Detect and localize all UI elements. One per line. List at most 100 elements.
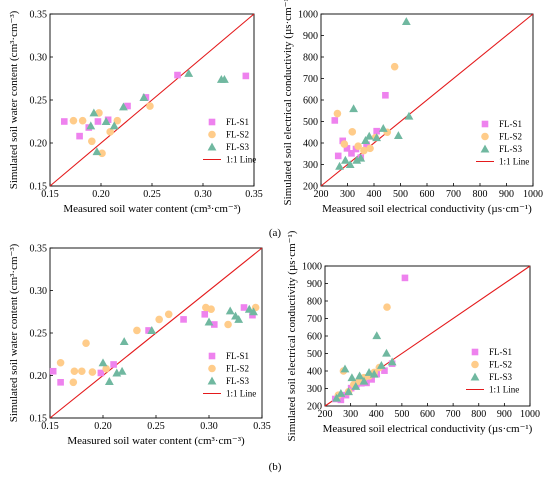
legend-label: 1:1 Line	[499, 157, 529, 167]
legend-marker-fl-s2	[481, 132, 489, 141]
data-point-fl-s3	[119, 102, 128, 111]
x-tick-label: 600	[420, 409, 435, 420]
data-point-fl-s1	[124, 102, 131, 110]
x-tick-label: 1000	[520, 409, 540, 420]
x-tick-label: 1000	[523, 189, 543, 200]
one-to-one-line	[49, 13, 255, 187]
x-tick-label: 0.15	[41, 421, 59, 432]
data-point-fl-s3	[249, 307, 258, 316]
data-point-fl-s2	[348, 128, 357, 136]
panel-label-b: (b)	[269, 461, 282, 473]
y-tick-label: 0.25	[30, 96, 48, 107]
data-point-fl-s1	[97, 369, 105, 377]
y-tick-label: 200	[303, 182, 318, 193]
data-point-fl-s2	[155, 315, 163, 324]
data-point-fl-s2	[78, 367, 86, 376]
data-point-fl-s3	[361, 136, 370, 144]
y-tick-label: 600	[307, 332, 322, 343]
y-tick-label: 700	[307, 314, 322, 325]
legend-label: FL-S2	[489, 360, 512, 370]
legend-label: FL-S3	[226, 142, 250, 152]
y-axis-label: Simulated soil water content (cm³·cm⁻³)	[8, 10, 20, 189]
x-tick-label: 300	[343, 409, 358, 420]
x-tick-label: 0.20	[94, 421, 112, 432]
data-point-fl-s3	[139, 93, 149, 101]
data-point-fl-s1	[381, 367, 388, 374]
data-point-fl-s2	[56, 358, 65, 367]
data-point-fl-s3	[359, 376, 369, 385]
data-point-fl-s3	[117, 366, 127, 375]
data-point-fl-s3	[332, 393, 341, 402]
data-point-fl-s1	[76, 132, 83, 140]
y-tick-label: 0.20	[30, 371, 48, 382]
x-tick-label: 900	[499, 189, 514, 200]
data-point-fl-s3	[356, 153, 366, 162]
data-point-fl-s1	[337, 396, 345, 404]
legend-label: 1:1 Line	[226, 389, 256, 399]
legend-label: FL-S3	[489, 372, 513, 382]
data-point-fl-s3	[355, 371, 364, 380]
data-point-fl-s2	[340, 140, 349, 148]
data-point-fl-s2	[146, 102, 154, 110]
data-point-fl-s2	[383, 303, 391, 311]
data-point-fl-s1	[368, 376, 375, 383]
data-point-fl-s3	[340, 155, 350, 164]
data-point-fl-s3	[378, 123, 388, 132]
chart-b-electrical-conductivity: 200 300 400 500 600 700 800 900 1000 200 300 400 500…	[286, 230, 540, 441]
x-axis-label: Measured soil electrical conductivity (µ…	[323, 423, 533, 435]
data-point-fl-s1	[60, 118, 68, 125]
x-tick-label: 600	[420, 189, 435, 200]
one-to-one-line	[49, 247, 263, 419]
legend-marker-fl-s1	[481, 120, 489, 128]
legend-label: FL-S3	[226, 376, 250, 386]
data-point-fl-s3	[225, 306, 235, 315]
x-tick-label: 500	[394, 409, 409, 420]
legend-label: 1:1 Line	[489, 385, 519, 395]
y-tick-label: 900	[303, 31, 318, 42]
legend-marker-fl-s3	[470, 372, 480, 381]
data-point-fl-s1	[240, 304, 248, 311]
data-point-fl-s1	[145, 327, 152, 334]
data-point-fl-s3	[336, 389, 346, 397]
x-tick-label: 200	[318, 409, 333, 420]
panel-label-a: (a)	[269, 227, 282, 239]
chart-a-electrical-conductivity: 200 300 400 500 600 700 800 900 1000 200 300 400 500…	[282, 0, 543, 215]
y-tick-label: 500	[307, 349, 322, 360]
y-tick-label: 0.35	[30, 10, 48, 21]
x-tick-label: 500	[393, 189, 408, 200]
data-point-fl-s2	[366, 144, 374, 153]
x-tick-label: 0.35	[253, 421, 271, 432]
legend-label: FL-S1	[226, 351, 249, 361]
x-tick-label: 0.25	[143, 189, 161, 200]
data-point-fl-s3	[372, 331, 382, 340]
legend-label: 1:1 Line	[226, 155, 256, 165]
data-point-fl-s2	[113, 116, 122, 125]
x-axis-label: Measured soil water content (cm³·cm⁻³)	[63, 203, 241, 215]
y-tick-label: 800	[307, 297, 322, 308]
data-point-fl-s1	[174, 71, 181, 79]
data-point-fl-s3	[351, 382, 361, 390]
data-point-fl-s3	[347, 373, 357, 382]
data-point-fl-s3	[147, 326, 157, 334]
data-point-fl-s3	[352, 155, 362, 164]
data-point-fl-s2	[106, 128, 114, 136]
y-axis-label: Simulated soil electrical conductivity (…	[282, 0, 294, 205]
legend-label: FL-S2	[499, 132, 522, 142]
data-point-fl-s3	[340, 364, 350, 373]
data-point-fl-s3	[401, 17, 411, 26]
y-axis-label: Simulated soil electrical conductivity (…	[286, 230, 298, 441]
y-tick-label: 1000	[298, 10, 318, 21]
data-point-fl-s2	[207, 305, 215, 314]
data-point-fl-s3	[184, 68, 194, 77]
data-point-fl-s3	[104, 377, 114, 385]
y-tick-label: 400	[303, 139, 318, 150]
x-tick-label: 0.25	[147, 421, 165, 432]
data-point-fl-s3	[89, 108, 99, 117]
y-tick-label: 500	[303, 117, 318, 128]
legend: FL-S1 FL-S2 FL-S3 1:1 Line	[203, 117, 256, 165]
data-point-fl-s2	[82, 339, 90, 348]
data-point-fl-s3	[369, 369, 379, 378]
x-tick-label: 0.30	[194, 189, 212, 200]
data-point-fl-s1	[104, 116, 112, 124]
